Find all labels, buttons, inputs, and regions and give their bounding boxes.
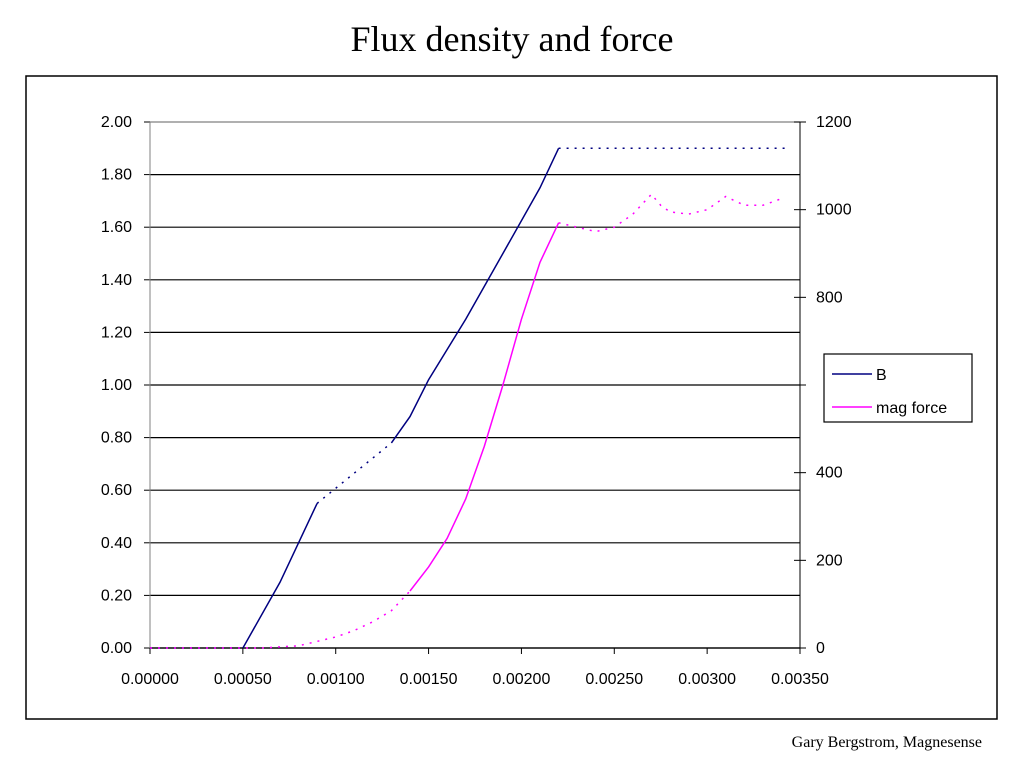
y-tick-label: 2.00 [101,114,132,131]
series-b-line [242,503,318,649]
x-tick-label: 0.00200 [493,671,551,688]
y-tick-label: 1.20 [101,324,132,341]
series-b-line [390,147,560,444]
x-tick-label: 0.00050 [214,671,272,688]
y-tick-label: 1.60 [101,219,132,236]
y2-tick-label: 1000 [816,202,852,219]
y2-tick-label: 400 [816,465,843,482]
x-tick-label: 0.00250 [585,671,643,688]
slide-title: Flux density and force [350,19,674,59]
legend-label: B [876,367,887,384]
y-tick-label: 1.80 [101,167,132,184]
axis-layer: 0.00 0.20 0.40 0.60 0.80 1.00 1.20 1.40 1.60 1.80… [101,114,852,688]
x-tick-label: 0.00350 [771,671,829,688]
y2-tick-label: 800 [816,289,843,306]
series-mag-force-line [409,222,560,592]
footer-credit: Gary Bergstrom, Magnesense [791,734,982,751]
x-tick-label: 0.00100 [307,671,365,688]
y-tick-label: 0.00 [101,640,132,657]
y-tick-label: 0.60 [101,482,132,499]
x-tick-label: 0.00300 [678,671,736,688]
series-mag-force-line [150,590,411,649]
x-tick-label: 0.00150 [400,671,458,688]
y-tick-label: 0.40 [101,535,132,552]
y2-tick-label: 0 [816,640,825,657]
y2-tick-label: 200 [816,552,843,569]
y-tick-label: 1.40 [101,272,132,289]
y2-tick-label: 1200 [816,114,852,131]
y-tick-label: 1.00 [101,377,132,394]
grid-layer [150,121,800,649]
legend-box [823,353,973,423]
series-layer [150,147,786,649]
y-tick-label: 0.20 [101,587,132,604]
y-tick-label: 0.80 [101,430,132,447]
x-tick-label: 0.00000 [121,671,179,688]
legend-label: mag force [876,400,947,417]
